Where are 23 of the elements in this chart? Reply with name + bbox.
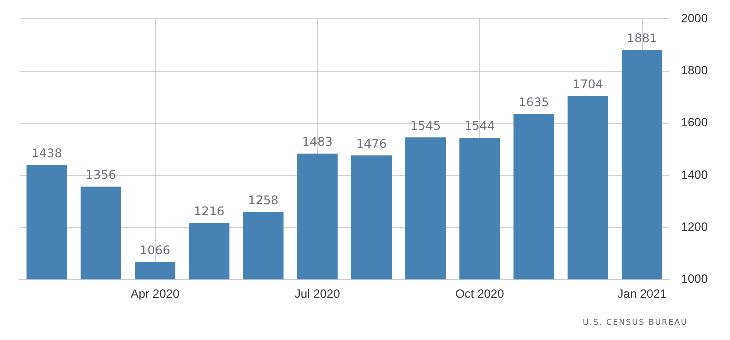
data-label: 1356 (86, 168, 116, 182)
data-label: 1545 (410, 118, 442, 133)
data-label: 1544 (464, 119, 496, 134)
x-tick-label: Jan 2021 (618, 287, 668, 302)
data-label: 1881 (626, 31, 658, 46)
x-tick-label: Jul 2020 (294, 287, 341, 302)
y-tick-label: 2000 (681, 12, 708, 26)
data-label: 1635 (518, 95, 550, 110)
x-tick-label: Apr 2020 (130, 287, 180, 302)
data-label: 1066 (140, 244, 171, 258)
y-tick-label: 1400 (681, 168, 708, 182)
data-label: 1258 (248, 194, 279, 208)
data-label: 1216 (194, 204, 225, 218)
y-tick-label: 1000 (681, 272, 708, 286)
data-label: 1704 (572, 77, 604, 92)
text: U.S. CENSUS BUREAU (582, 318, 688, 327)
x-tick-label: Oct 2020 (456, 287, 505, 302)
y-tick-label: 1600 (681, 116, 708, 130)
data-label: 1476 (356, 136, 387, 151)
y-tick-label: 1800 (681, 64, 708, 78)
data-label: 1483 (302, 134, 333, 149)
data-label: 1438 (32, 146, 62, 161)
y-tick-label: 1200 (681, 220, 708, 234)
